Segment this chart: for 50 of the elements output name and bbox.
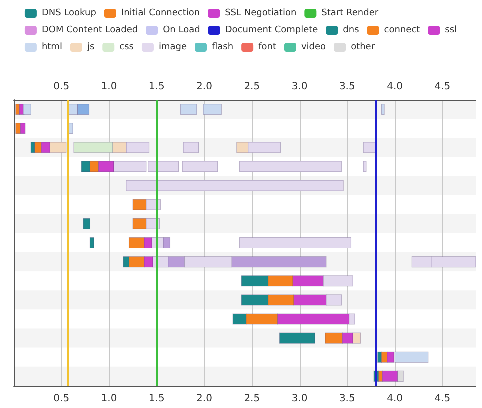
bar: [239, 161, 342, 172]
x-tick-label: 0.5: [54, 394, 70, 404]
x-tick-label: 3.5: [339, 394, 356, 404]
x-tick-label: 4.5: [434, 394, 451, 404]
legend-label: other: [351, 42, 376, 52]
legend-label: SSL Negotiation: [225, 8, 297, 18]
bar: [16, 104, 20, 116]
legend-label: Document Complete: [225, 26, 319, 36]
legend-label: html: [42, 42, 62, 52]
legend-label: connect: [384, 26, 421, 36]
legend-label: font: [258, 42, 277, 52]
bar: [83, 218, 91, 230]
legend-label: js: [86, 42, 95, 52]
legend-label: image: [158, 42, 188, 52]
x2-tick-label: 1.5: [148, 82, 165, 92]
x-tick-label: 3.0: [292, 394, 308, 404]
bar: [23, 104, 32, 116]
legend-label: css: [120, 42, 134, 52]
x2-tick-label: 3.5: [339, 82, 356, 92]
bar: [182, 161, 218, 172]
bar: [90, 237, 94, 249]
x-tick-label: 2.5: [244, 394, 260, 404]
legend-label: On Load: [163, 26, 200, 36]
legend-label: flash: [212, 42, 234, 52]
legend-label: DNS Lookup: [42, 8, 97, 18]
bar: [239, 237, 352, 249]
legend-label: Initial Connection: [121, 8, 200, 18]
x-tick-label: 4.0: [387, 394, 403, 404]
legend-label: Start Render: [322, 8, 379, 18]
x2-tick-label: 2.0: [196, 82, 212, 92]
legend-label: ssl: [445, 26, 458, 36]
x-tick-label: 1.5: [148, 394, 165, 404]
x2-tick-label: 1.0: [101, 82, 118, 92]
bar: [381, 104, 385, 116]
legend-label: video: [301, 42, 327, 52]
x2-tick-label: 2.5: [244, 82, 260, 92]
x-tick-label: 2.0: [196, 394, 212, 404]
bar: [180, 104, 198, 116]
x-tick-label: 1.0: [101, 394, 118, 404]
bar: [203, 104, 222, 116]
bar: [126, 180, 344, 192]
x2-tick-label: 3.0: [292, 82, 308, 92]
bar: [279, 332, 316, 344]
bar: [363, 161, 367, 172]
x2-tick-label: 4.5: [434, 82, 451, 92]
legend-label: DOM Content Loaded: [42, 26, 138, 36]
x2-tick-label: 4.0: [387, 82, 403, 92]
x2-tick-label: 0.5: [54, 82, 70, 92]
legend-label: dns: [343, 26, 360, 36]
bar: [183, 142, 200, 154]
